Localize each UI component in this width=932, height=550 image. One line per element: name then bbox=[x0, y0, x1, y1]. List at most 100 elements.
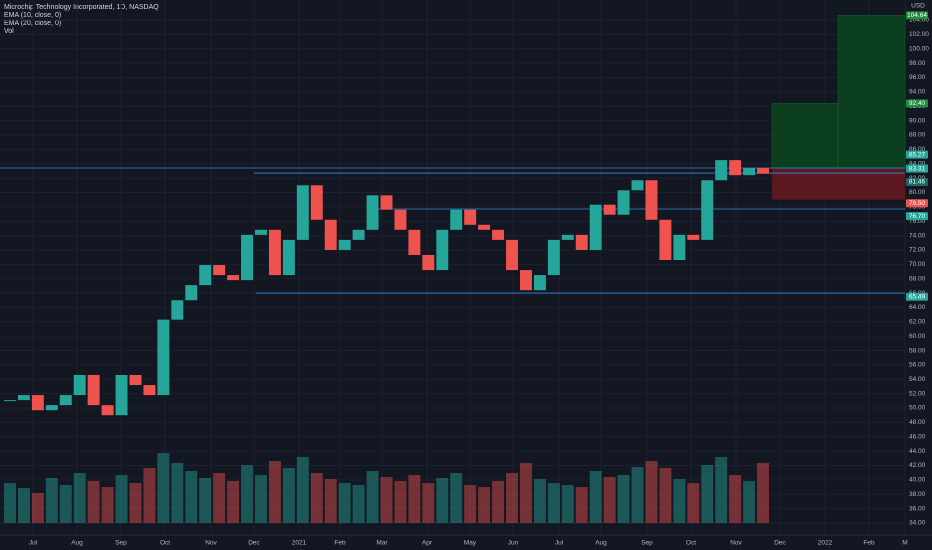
volume-bar bbox=[589, 471, 602, 523]
candle bbox=[338, 239, 351, 250]
x-tick-label: Feb bbox=[863, 540, 875, 547]
volume-bar bbox=[310, 473, 323, 523]
y-tick-label: 64.00 bbox=[909, 304, 926, 311]
candle bbox=[394, 209, 407, 230]
y-tick-label: 104.00 bbox=[909, 17, 929, 24]
candle bbox=[17, 395, 30, 401]
volume-bar bbox=[394, 481, 407, 523]
price-badge-label: 78.50 bbox=[909, 200, 926, 207]
x-tick-label: Sep bbox=[641, 540, 653, 547]
x-tick-label: Oct bbox=[686, 540, 696, 547]
y-tick-label: 70.00 bbox=[909, 261, 926, 268]
volume-bar bbox=[743, 481, 756, 523]
volume-bar bbox=[575, 487, 588, 523]
price-badge bbox=[906, 11, 928, 20]
volume-bar bbox=[338, 483, 351, 523]
y-tick-label: 36.00 bbox=[909, 505, 926, 512]
volume-bar bbox=[673, 479, 686, 523]
candle bbox=[31, 395, 44, 411]
volume-bar bbox=[101, 487, 114, 523]
candle bbox=[659, 219, 672, 261]
y-tick-label: 38.00 bbox=[909, 491, 926, 498]
candle bbox=[701, 180, 714, 240]
volume-bar bbox=[631, 467, 644, 523]
candle bbox=[282, 239, 295, 276]
price-badge bbox=[906, 99, 928, 108]
volume-bar bbox=[519, 463, 532, 523]
candle bbox=[645, 180, 658, 220]
x-tick-label: Dec bbox=[774, 540, 786, 547]
y-tick-label: 74.00 bbox=[909, 232, 926, 239]
candle bbox=[617, 190, 630, 215]
candle bbox=[519, 270, 532, 291]
price-badge-label: 104.64 bbox=[907, 12, 927, 19]
candle bbox=[310, 185, 323, 220]
candle bbox=[241, 234, 254, 281]
x-tick-label: May bbox=[464, 540, 477, 547]
x-tick-label: Feb bbox=[334, 540, 346, 547]
y-tick-label: 88.00 bbox=[909, 132, 926, 139]
candle bbox=[87, 374, 100, 406]
volume-bar bbox=[31, 493, 44, 523]
x-tick-label: Aug bbox=[595, 540, 607, 547]
volume-bar bbox=[59, 485, 72, 523]
price-badge-label: 65.49 bbox=[909, 293, 926, 300]
volume-bar bbox=[4, 483, 16, 523]
candle bbox=[324, 219, 337, 250]
candle bbox=[743, 168, 756, 176]
candle bbox=[255, 229, 267, 235]
candle bbox=[185, 285, 198, 301]
y-tick-label: 58.00 bbox=[909, 347, 926, 354]
price-badge-label: 83.31 bbox=[909, 165, 926, 172]
candle bbox=[73, 374, 86, 396]
volume-bar bbox=[171, 463, 184, 523]
x-tick-label: Nov bbox=[205, 540, 217, 547]
x-tick-label: Aug bbox=[71, 540, 83, 547]
volume-bar bbox=[436, 478, 449, 523]
y-tick-label: 52.00 bbox=[909, 390, 926, 397]
y-tick-label: 56.00 bbox=[909, 362, 926, 369]
candle bbox=[687, 234, 700, 240]
volume-bar bbox=[561, 485, 574, 523]
volume-bar bbox=[87, 481, 100, 523]
y-tick-label: 44.00 bbox=[909, 448, 926, 455]
y-tick-label: 60.00 bbox=[909, 333, 926, 340]
x-tick-label: 2021 bbox=[292, 540, 307, 547]
loss-zone bbox=[772, 168, 838, 200]
y-tick-label: 98.00 bbox=[909, 60, 926, 67]
volume-bar bbox=[199, 478, 212, 523]
volume-bar bbox=[645, 461, 658, 523]
y-tick-label: 96.00 bbox=[909, 74, 926, 81]
x-tick-label: Jul bbox=[29, 540, 38, 547]
y-tick-label: 46.00 bbox=[909, 433, 926, 440]
x-tick-label: Sep bbox=[115, 540, 127, 547]
x-tick-label: Jul bbox=[555, 540, 564, 547]
volume-bar bbox=[603, 477, 616, 523]
x-tick-label: Oct bbox=[160, 540, 170, 547]
volume-bar bbox=[366, 471, 379, 523]
candle bbox=[450, 209, 463, 230]
x-tick-label: Apr bbox=[422, 540, 433, 547]
volume-bar bbox=[157, 453, 170, 523]
y-tick-label: 86.00 bbox=[909, 146, 926, 153]
candle bbox=[631, 180, 644, 191]
volume-bar bbox=[380, 477, 393, 523]
volume-bar bbox=[213, 473, 226, 523]
candle bbox=[143, 385, 156, 396]
volume-bar bbox=[506, 473, 518, 523]
candle bbox=[227, 275, 240, 281]
candle bbox=[603, 204, 616, 215]
indicator: Vol bbox=[4, 28, 14, 35]
volume-bar bbox=[143, 468, 156, 523]
price-badge bbox=[906, 150, 928, 159]
volume-bar bbox=[617, 475, 630, 523]
price-badge-label: 92.40 bbox=[909, 100, 926, 107]
volume-bar bbox=[129, 483, 142, 523]
volume-bar bbox=[324, 479, 337, 523]
x-tick-label: Nov bbox=[730, 540, 742, 547]
price-badge bbox=[906, 292, 928, 301]
candle bbox=[408, 229, 421, 255]
candle bbox=[380, 195, 393, 210]
volume-bar bbox=[241, 465, 254, 523]
